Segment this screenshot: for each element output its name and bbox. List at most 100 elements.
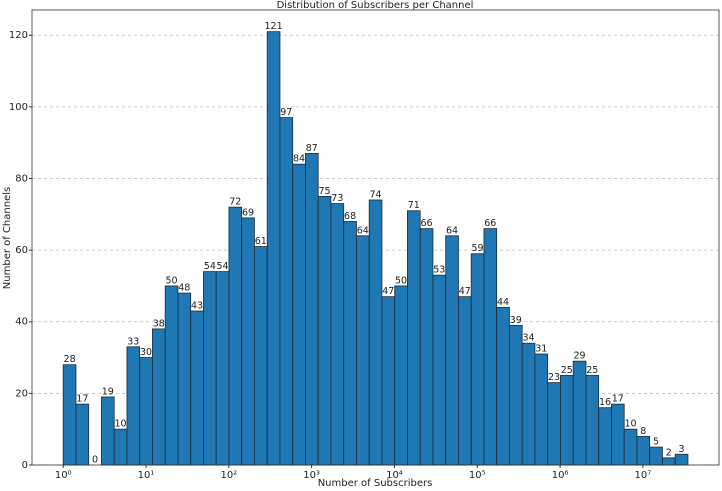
value-label: 64 xyxy=(446,225,458,236)
bar xyxy=(279,117,294,466)
value-label: 5 xyxy=(653,437,659,448)
bar xyxy=(662,457,676,466)
value-label: 33 xyxy=(127,336,139,347)
plot-frame xyxy=(31,9,720,466)
bar xyxy=(101,396,115,466)
value-label: 34 xyxy=(523,333,535,344)
value-label: 31 xyxy=(535,343,547,354)
bar xyxy=(394,285,408,466)
bar xyxy=(470,253,485,466)
x-tick-label: 10⁵ xyxy=(469,470,486,481)
value-label: 47 xyxy=(459,286,471,297)
value-label: 72 xyxy=(229,197,241,208)
value-label: 59 xyxy=(472,243,484,254)
value-label: 66 xyxy=(421,218,433,229)
bar xyxy=(203,271,217,466)
bar xyxy=(356,235,370,466)
bar xyxy=(152,328,166,466)
value-label: 87 xyxy=(306,143,318,154)
value-label: 71 xyxy=(408,200,420,211)
bar xyxy=(521,342,536,466)
bar xyxy=(432,274,447,466)
bar xyxy=(368,199,383,466)
value-label: 28 xyxy=(64,354,76,365)
value-label: 74 xyxy=(370,189,382,200)
y-tick-label: 60 xyxy=(15,245,28,256)
value-label: 29 xyxy=(574,351,586,362)
y-tick-label: 0 xyxy=(22,460,28,471)
bar xyxy=(228,206,243,466)
bar xyxy=(266,31,281,466)
value-label: 0 xyxy=(92,455,98,466)
bar xyxy=(190,310,204,466)
bar xyxy=(572,360,587,466)
value-label: 10 xyxy=(625,419,637,430)
bar xyxy=(611,403,625,466)
value-label: 50 xyxy=(395,275,407,286)
x-tick-label: 10¹ xyxy=(138,470,155,481)
value-label: 69 xyxy=(242,207,254,218)
bar xyxy=(241,217,255,466)
value-label: 25 xyxy=(586,365,598,376)
value-label: 39 xyxy=(510,315,522,326)
value-label: 97 xyxy=(280,107,292,118)
x-tick-label: 10⁰ xyxy=(55,470,72,481)
bar xyxy=(317,196,332,466)
bar xyxy=(62,364,77,466)
value-label: 17 xyxy=(612,394,624,405)
bar xyxy=(509,324,523,466)
bar xyxy=(126,346,141,466)
value-label: 17 xyxy=(76,394,88,405)
bar xyxy=(649,446,663,466)
bar xyxy=(139,357,153,466)
y-tick-label: 80 xyxy=(15,173,28,184)
bar xyxy=(305,153,319,466)
bar xyxy=(534,353,549,466)
bar xyxy=(215,271,230,466)
bar xyxy=(496,307,510,466)
bar xyxy=(458,296,472,466)
value-label: 53 xyxy=(433,265,445,276)
bar xyxy=(585,375,600,466)
value-label: 66 xyxy=(484,218,496,229)
bar xyxy=(75,403,90,466)
bar xyxy=(343,221,357,466)
bar xyxy=(254,246,268,466)
bar xyxy=(419,228,434,466)
value-label: 38 xyxy=(153,318,165,329)
bar xyxy=(407,210,421,466)
value-label: 54 xyxy=(204,261,216,272)
x-tick-label: 10² xyxy=(220,470,237,481)
bar xyxy=(330,203,345,466)
x-tick-label: 10⁶ xyxy=(552,470,569,481)
x-tick-label: 10⁷ xyxy=(635,470,652,481)
value-label: 48 xyxy=(178,283,190,294)
value-label: 23 xyxy=(548,372,560,383)
bar xyxy=(636,435,651,466)
x-tick-label: 10³ xyxy=(303,470,320,481)
bar xyxy=(674,453,689,466)
value-label: 2 xyxy=(666,447,672,458)
value-label: 25 xyxy=(561,365,573,376)
value-label: 3 xyxy=(679,444,685,455)
bar xyxy=(113,428,128,466)
bar xyxy=(381,296,396,466)
bar xyxy=(445,235,459,466)
y-tick-label: 100 xyxy=(9,102,28,113)
y-tick-label: 40 xyxy=(15,317,28,328)
bar xyxy=(598,407,612,466)
value-label: 50 xyxy=(166,275,178,286)
bar xyxy=(164,285,179,466)
y-tick-label: 120 xyxy=(9,30,28,41)
value-label: 84 xyxy=(293,154,305,165)
bar xyxy=(483,228,498,466)
x-axis-label: Number of Subscribers xyxy=(318,478,433,489)
value-label: 121 xyxy=(265,21,283,32)
value-label: 68 xyxy=(344,211,356,222)
value-label: 61 xyxy=(255,236,267,247)
bar xyxy=(560,375,574,466)
y-axis-label: Number of Channels xyxy=(2,187,13,289)
bar xyxy=(623,428,638,466)
bar xyxy=(292,163,306,466)
